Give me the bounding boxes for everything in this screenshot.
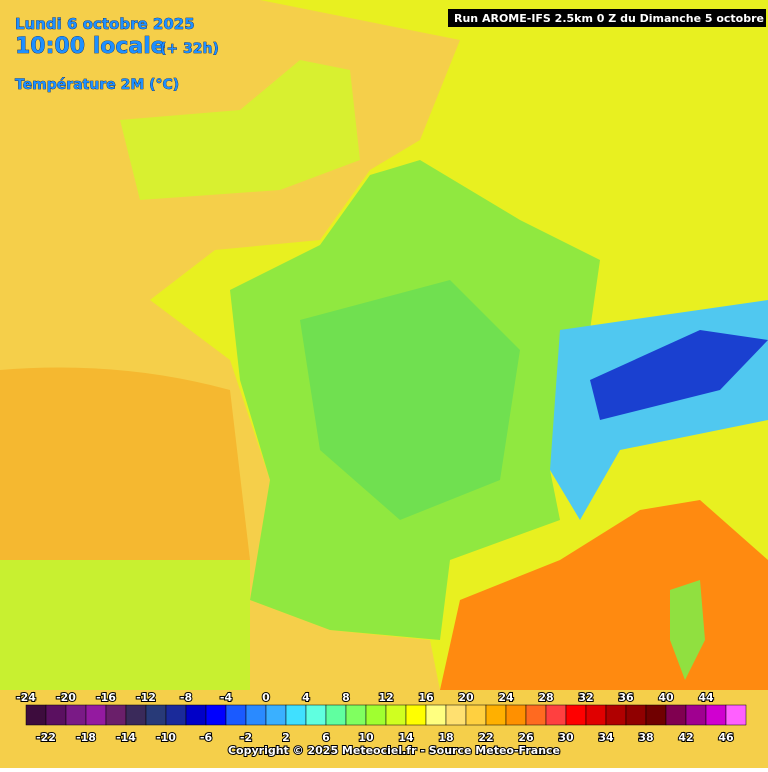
legend-tick-label: 26: [518, 731, 534, 744]
legend-swatch: [425, 704, 447, 726]
legend-tick-label: 42: [678, 731, 693, 744]
legend-swatch: [705, 704, 727, 726]
france-core: [300, 280, 520, 520]
legend-tick-label: 22: [478, 731, 493, 744]
legend-tick-label: 44: [698, 691, 714, 704]
legend-swatch: [485, 704, 507, 726]
parameter: Température 2M (°C): [15, 77, 179, 93]
legend-tick-label: -20: [56, 691, 76, 704]
legend-tick-label: 24: [498, 691, 514, 704]
legend-swatch: [25, 704, 47, 726]
legend-tick-label: -4: [220, 691, 233, 704]
legend-tick-label: 32: [578, 691, 593, 704]
legend-swatch: [505, 704, 527, 726]
legend-swatch: [405, 704, 427, 726]
legend-swatch: [385, 704, 407, 726]
legend-swatch: [105, 704, 127, 726]
legend-swatch: [725, 704, 747, 726]
legend-tick-label: -2: [240, 731, 252, 744]
legend-tick-label: 16: [418, 691, 434, 704]
legend-tick-label: -22: [36, 731, 56, 744]
legend-tick-label: -18: [76, 731, 96, 744]
legend-swatch: [245, 704, 267, 726]
legend-tick-label: 38: [638, 731, 653, 744]
date: Lundi 6 octobre 2025: [15, 15, 195, 33]
legend-swatch: [565, 704, 587, 726]
run-box: [448, 9, 766, 27]
legend-swatch: [665, 704, 687, 726]
legend-swatch: [625, 704, 647, 726]
legend-tick-label: -14: [116, 731, 136, 744]
corsica: [670, 580, 705, 680]
legend-swatch: [305, 704, 327, 726]
legend-tick-label: 8: [342, 691, 350, 704]
legend-swatch: [185, 704, 207, 726]
legend-swatch: [545, 704, 567, 726]
legend-swatch: [45, 704, 67, 726]
legend-tick-label: 4: [302, 691, 310, 704]
legend-tick-label: -10: [156, 731, 176, 744]
legend-swatch: [165, 704, 187, 726]
legend-swatch: [205, 704, 227, 726]
legend-tick-label: -8: [180, 691, 192, 704]
legend-swatch: [605, 704, 627, 726]
legend-tick-label: -24: [16, 691, 36, 704]
legend-swatch: [445, 704, 467, 726]
run-info: Run AROME-IFS 2.5km 0 Z du Dimanche 5 oc…: [454, 12, 768, 25]
copyright: Copyright © 2025 Meteociel.fr - Source M…: [228, 744, 560, 757]
legend-tick-label: -16: [96, 691, 116, 704]
time: 10:00 locale: [15, 34, 166, 59]
legend-tick-label: 14: [398, 731, 414, 744]
legend-swatch: [585, 704, 607, 726]
britain: [120, 60, 360, 200]
legend-tick-label: -12: [136, 691, 156, 704]
legend-tick-label: 20: [458, 691, 474, 704]
legend-tick-label: 6: [322, 731, 330, 744]
legend-swatch: [85, 704, 107, 726]
legend-tick-label: 34: [598, 731, 614, 744]
legend-swatch: [525, 704, 547, 726]
legend-swatch: [645, 704, 667, 726]
legend-swatch: [65, 704, 87, 726]
legend-swatch: [265, 704, 287, 726]
legend-tick-label: 18: [438, 731, 453, 744]
legend-tick-label: 12: [378, 691, 393, 704]
legend-swatch: [125, 704, 147, 726]
legend-tick-label: 0: [262, 691, 270, 704]
legend-swatch: [285, 704, 307, 726]
legend-tick-label: 40: [658, 691, 674, 704]
legend-tick-label: 36: [618, 691, 634, 704]
legend-swatch: [145, 704, 167, 726]
legend-tick-label: 28: [538, 691, 553, 704]
atlantic-warm: [0, 367, 250, 570]
legend-swatch: [465, 704, 487, 726]
spain: [0, 560, 250, 690]
legend-tick-label: 46: [718, 731, 734, 744]
offset: (+ 32h): [160, 41, 219, 57]
legend-tick-label: 10: [358, 731, 374, 744]
legend-tick-label: 2: [282, 731, 290, 744]
legend-tick-label: 30: [558, 731, 574, 744]
legend-swatch: [225, 704, 247, 726]
legend-swatch: [365, 704, 387, 726]
legend-tick-label: -6: [200, 731, 213, 744]
alps-peaks: [590, 330, 768, 420]
legend-swatch: [325, 704, 347, 726]
legend-swatch: [685, 704, 707, 726]
legend-swatch: [345, 704, 367, 726]
